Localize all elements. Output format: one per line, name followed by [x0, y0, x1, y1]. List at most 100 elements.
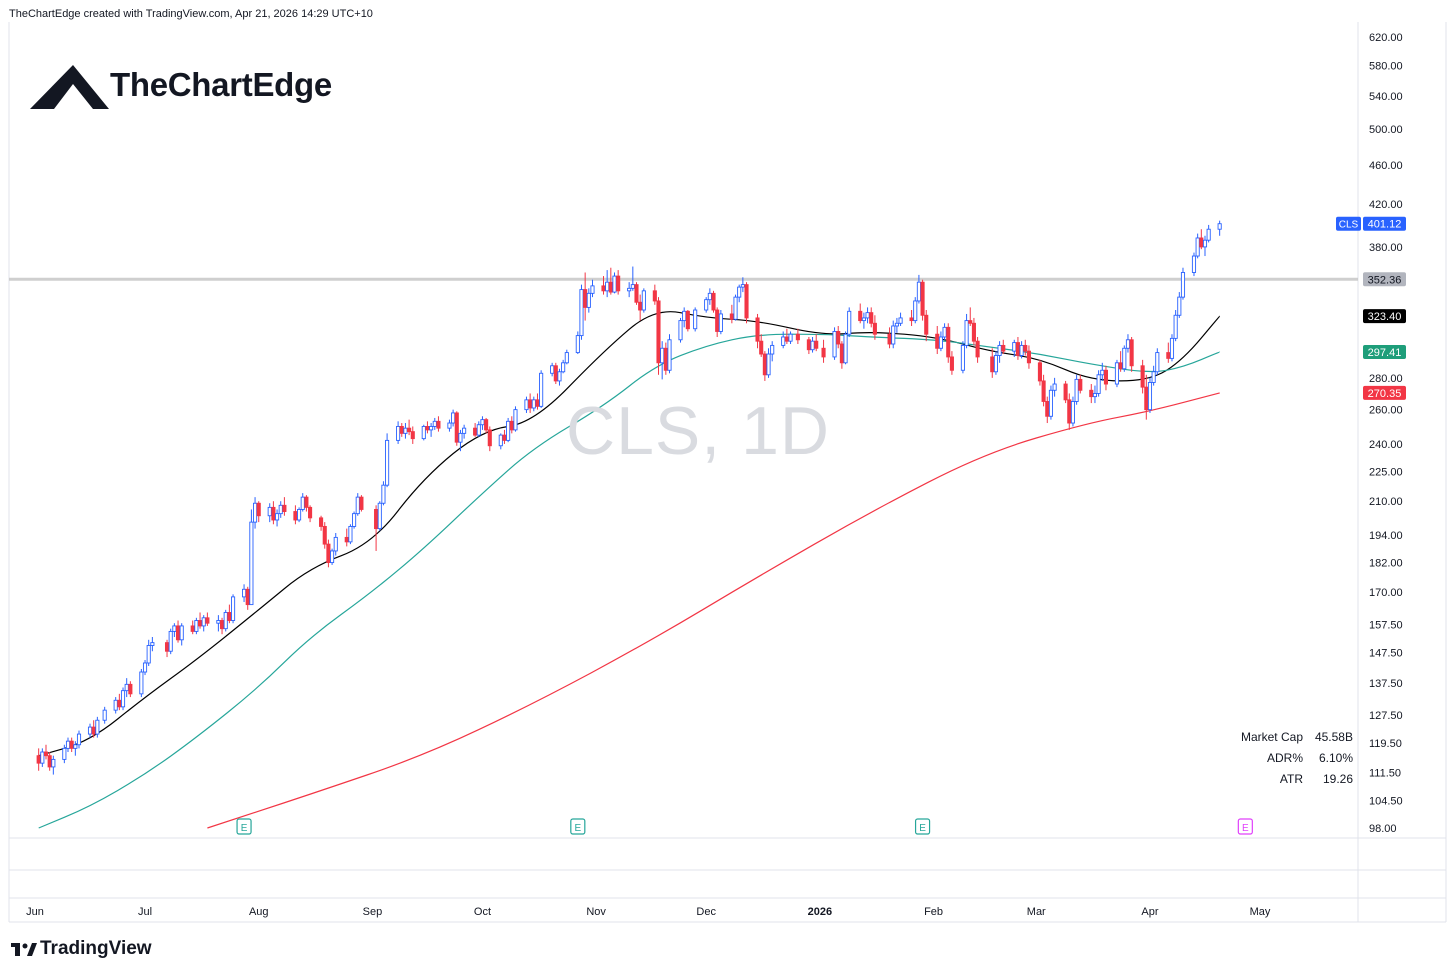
- candle-body: [579, 289, 584, 337]
- candle-body: [1100, 369, 1105, 376]
- candle: [509, 416, 514, 434]
- candle-body: [319, 517, 324, 527]
- candle-body: [113, 699, 118, 711]
- candle: [476, 421, 481, 437]
- candle-body: [502, 434, 507, 441]
- candle-body: [575, 335, 580, 354]
- candle: [1129, 336, 1134, 372]
- candle-body: [1023, 344, 1028, 352]
- candle-body: [652, 290, 657, 302]
- candle-body: [498, 434, 503, 447]
- candle-body: [282, 504, 287, 512]
- time-tick-label: Nov: [586, 906, 606, 918]
- earnings-marker[interactable]: E: [570, 818, 586, 835]
- candle-body: [1199, 237, 1204, 248]
- candle-body: [737, 286, 742, 298]
- candle-body: [1063, 383, 1068, 401]
- candle: [1063, 380, 1068, 404]
- candle-body: [352, 513, 357, 527]
- candle-body: [421, 425, 426, 440]
- candle-body: [759, 340, 764, 355]
- candle-body: [744, 284, 749, 319]
- candle-body: [704, 299, 709, 311]
- candle-body: [451, 412, 456, 424]
- earnings-marker[interactable]: E: [236, 818, 252, 835]
- candle-body: [553, 365, 558, 382]
- candle-body: [638, 301, 643, 311]
- candle: [693, 307, 698, 332]
- price-tag: 270.35: [1363, 385, 1406, 400]
- candle-body: [990, 356, 995, 373]
- candle: [634, 282, 639, 305]
- candle-body: [663, 347, 668, 371]
- candle-body: [1125, 339, 1131, 349]
- time-axis[interactable]: Jun Jul Aug Sep Oct Nov Dec 2026 Feb Mar Apr May: [26, 906, 1271, 918]
- candle: [601, 276, 606, 295]
- price-tag: CLS 401.12: [1336, 216, 1406, 231]
- candle-body: [781, 336, 786, 346]
- candle: [759, 334, 764, 357]
- candle-body: [762, 353, 767, 376]
- candle: [784, 328, 789, 345]
- candle: [278, 501, 283, 518]
- candle-body: [612, 275, 617, 293]
- candle-body: [124, 683, 129, 692]
- candle: [451, 409, 456, 427]
- candle: [869, 307, 874, 328]
- candle-body: [399, 425, 404, 434]
- candle-body: [179, 625, 184, 641]
- candle: [795, 328, 800, 345]
- candle: [1206, 224, 1211, 243]
- candle: [843, 331, 848, 365]
- stat-row-adr: ADR% 6.10%: [1232, 747, 1353, 768]
- price-axis[interactable]: 620.00 580.00 540.00 500.00 460.00 420.00 380.…: [1369, 32, 1403, 835]
- time-tick-label: Mar: [1027, 906, 1046, 918]
- candle-body: [535, 399, 540, 407]
- candle-body: [1012, 342, 1017, 352]
- candle-body: [1166, 352, 1171, 359]
- candle: [1166, 342, 1171, 363]
- candle: [916, 274, 921, 304]
- candle: [432, 417, 437, 430]
- candle: [806, 336, 811, 355]
- chart-caption: TheChartEdge created with TradingView.co…: [9, 8, 373, 20]
- price-tag-value: 352.36: [1368, 274, 1402, 286]
- candle-body: [1151, 371, 1156, 383]
- candle-body: [304, 496, 309, 508]
- price-tick-label: 182.00: [1369, 558, 1403, 570]
- candle: [429, 423, 434, 437]
- candle-body: [333, 536, 338, 552]
- candle: [1048, 385, 1053, 420]
- chart-frame: [8, 22, 1447, 923]
- candle: [865, 307, 870, 324]
- candle: [256, 501, 261, 523]
- candle: [407, 419, 412, 436]
- candle: [197, 612, 203, 629]
- candle-body: [1129, 339, 1134, 367]
- earnings-marker[interactable]: E: [1237, 818, 1253, 835]
- candle: [462, 424, 467, 439]
- candle: [968, 307, 973, 326]
- candle: [275, 509, 280, 527]
- earnings-marker[interactable]: E: [914, 818, 931, 835]
- candle: [231, 594, 236, 624]
- candle: [242, 584, 247, 603]
- candle-body: [51, 758, 56, 768]
- candle-body: [407, 427, 412, 433]
- candle-body: [62, 747, 67, 760]
- time-tick-label: 2026: [808, 906, 832, 918]
- candle-body: [120, 690, 126, 708]
- candle: [550, 362, 555, 377]
- candle: [1092, 385, 1098, 404]
- candle: [960, 341, 965, 374]
- candle: [715, 307, 720, 337]
- candle: [990, 348, 995, 378]
- moving-average-line-1: [38, 333, 1221, 829]
- candle-body: [531, 399, 536, 409]
- candle: [935, 325, 940, 355]
- candle: [821, 339, 826, 363]
- price-tick-label: 137.50: [1369, 678, 1403, 690]
- candle-body: [891, 325, 896, 345]
